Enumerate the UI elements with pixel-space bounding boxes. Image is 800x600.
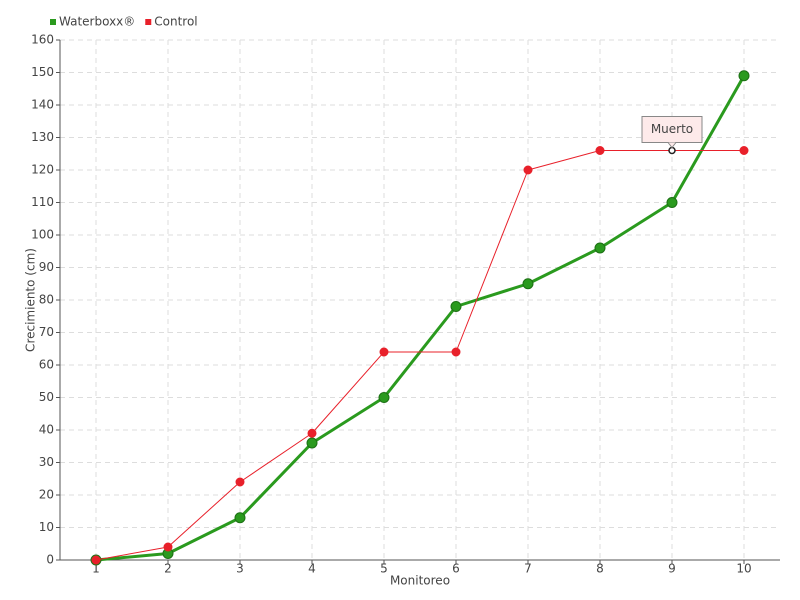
y-tick-label: 160 xyxy=(31,33,54,47)
y-tick-label: 70 xyxy=(39,325,54,339)
series-line xyxy=(95,150,744,561)
y-axis-label: Crecimiento (cm) xyxy=(24,248,38,352)
data-point xyxy=(163,542,173,552)
data-point xyxy=(450,301,462,312)
x-tick-label: 1 xyxy=(92,562,100,576)
y-tick-label: 30 xyxy=(39,455,54,469)
annotation: Muerto xyxy=(641,116,703,149)
annotation-label: Muerto xyxy=(651,122,693,136)
y-tick-label: 120 xyxy=(31,163,54,177)
y-tick-label: 10 xyxy=(39,520,54,534)
data-point xyxy=(668,146,676,155)
data-point xyxy=(523,165,533,175)
y-tick-label: 60 xyxy=(39,358,54,372)
y-tick-label: 80 xyxy=(39,293,54,307)
data-point xyxy=(594,242,606,254)
y-tick-label: 130 xyxy=(31,130,54,144)
x-tick-label: 5 xyxy=(380,562,388,576)
annotation-box xyxy=(641,116,703,143)
data-point xyxy=(595,146,605,155)
legend-swatch xyxy=(145,19,152,25)
x-tick-label: 6 xyxy=(452,562,460,576)
data-point xyxy=(306,437,318,449)
data-point xyxy=(739,146,749,155)
y-tick-label: 90 xyxy=(39,260,54,274)
x-tick-label: 7 xyxy=(524,562,532,576)
y-tick-label: 40 xyxy=(39,423,54,437)
x-tick-label: 3 xyxy=(236,562,244,576)
legend-swatch xyxy=(50,19,56,25)
x-tick-label: 8 xyxy=(596,562,604,576)
y-tick-label: 140 xyxy=(31,98,54,112)
x-tick-label: 9 xyxy=(668,562,676,576)
annotation-pointer xyxy=(667,142,677,149)
y-tick-label: 20 xyxy=(39,488,54,502)
x-tick-label: 4 xyxy=(308,562,316,576)
data-point xyxy=(522,278,534,290)
data-point xyxy=(307,428,317,438)
x-axis-label: Monitoreo xyxy=(390,574,450,588)
data-point xyxy=(235,477,245,487)
legend-label: Waterboxx® xyxy=(59,15,135,29)
y-tick-label: 110 xyxy=(31,195,54,209)
data-point xyxy=(234,512,246,524)
x-tick-label: 10 xyxy=(736,562,751,576)
y-tick-label: 50 xyxy=(39,390,54,404)
data-point xyxy=(738,70,750,82)
data-point xyxy=(379,347,389,357)
y-tick-label: 150 xyxy=(31,65,54,79)
data-point xyxy=(451,347,461,357)
x-tick-label: 2 xyxy=(164,562,172,576)
data-point xyxy=(378,392,390,403)
series-line xyxy=(95,75,746,562)
data-point xyxy=(91,555,101,565)
legend-label: Control xyxy=(154,15,197,29)
y-tick-label: 100 xyxy=(31,228,54,242)
data-point xyxy=(666,197,678,208)
y-tick-label: 0 xyxy=(46,553,54,567)
